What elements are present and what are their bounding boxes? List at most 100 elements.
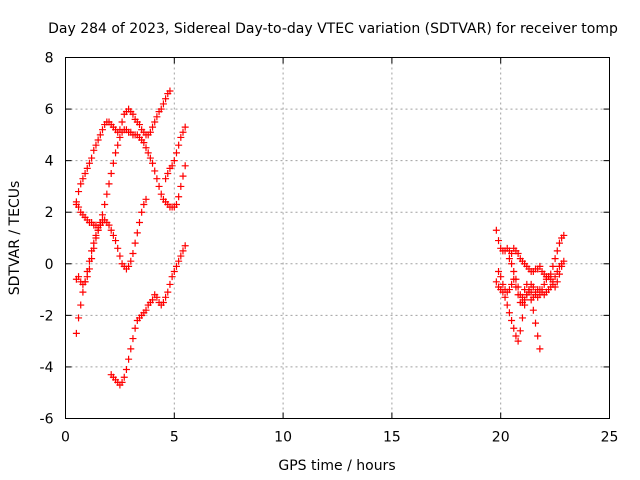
x-axis-label: GPS time / hours (278, 458, 395, 474)
data-point (107, 170, 115, 178)
data-point (175, 141, 183, 149)
data-point (118, 118, 126, 126)
data-point (521, 296, 529, 304)
y-tick-label: 6 (45, 102, 54, 118)
data-point (536, 262, 544, 270)
data-point (107, 226, 115, 234)
data-point (83, 164, 91, 172)
series-trace-d (72, 216, 106, 337)
data-point (172, 262, 180, 270)
data-point (532, 288, 540, 296)
data-point (512, 275, 520, 283)
data-point (181, 123, 189, 131)
data-point (162, 175, 170, 183)
data-point (157, 105, 165, 113)
x-tick-label: 25 (601, 430, 619, 446)
series-trace-a (72, 87, 174, 208)
grid-lines (65, 57, 610, 419)
data-point (131, 239, 139, 247)
x-tick-label: 15 (383, 430, 401, 446)
data-point (159, 298, 167, 306)
data-point (151, 118, 159, 126)
data-point (140, 200, 148, 208)
data-point (172, 149, 180, 157)
data-point (514, 337, 522, 345)
data-point (114, 244, 122, 252)
data-point (135, 121, 143, 129)
data-point (512, 332, 520, 340)
data-point (551, 273, 559, 281)
data-point (514, 249, 522, 257)
data-point (170, 157, 178, 165)
y-tick-label: -4 (40, 360, 54, 376)
data-point (164, 288, 172, 296)
data-point (181, 162, 189, 170)
y-axis-label: SDTVAR / TECUs (7, 181, 23, 296)
plot-frame (65, 57, 610, 419)
data-point (177, 252, 185, 260)
series-trace-c (72, 126, 189, 288)
data-point (164, 170, 172, 178)
data-point (94, 226, 102, 234)
data-point (162, 95, 170, 103)
data-point (133, 229, 141, 237)
data-point (116, 133, 124, 141)
data-point (162, 293, 170, 301)
data-point (109, 231, 117, 239)
data-point (75, 314, 83, 322)
data-point (75, 188, 83, 196)
x-tick-label: 5 (170, 430, 179, 446)
axis-ticks (65, 57, 610, 419)
series-trace-i (495, 268, 544, 353)
data-point (179, 128, 187, 136)
data-point (549, 262, 557, 270)
data-point (508, 249, 516, 257)
data-point (142, 306, 150, 314)
data-point (125, 355, 133, 363)
data-point (508, 260, 516, 268)
data-point (175, 193, 183, 201)
data-point (149, 159, 157, 167)
data-points (72, 87, 568, 389)
data-point (166, 280, 174, 288)
data-point (547, 275, 555, 283)
data-point (75, 203, 83, 211)
data-point (168, 273, 176, 281)
data-point (131, 324, 139, 332)
data-point (112, 237, 120, 245)
data-point (170, 268, 178, 276)
data-point (81, 278, 89, 286)
data-point (79, 175, 87, 183)
data-point (146, 154, 154, 162)
data-point (168, 162, 176, 170)
data-point (525, 286, 533, 294)
data-point (114, 141, 122, 149)
data-point (149, 123, 157, 131)
data-point (516, 327, 524, 335)
data-point (75, 273, 83, 281)
data-point (536, 291, 544, 299)
data-point (540, 280, 548, 288)
data-point (94, 136, 102, 144)
data-point (153, 113, 161, 121)
data-point (177, 133, 185, 141)
data-point (88, 247, 96, 255)
data-point (120, 373, 128, 381)
data-point (503, 301, 511, 309)
data-point (90, 146, 98, 154)
chart-title: Day 284 of 2023, Sidereal Day-to-day VTE… (48, 21, 618, 37)
data-point (72, 198, 80, 206)
y-tick-label: 2 (45, 205, 54, 221)
data-point (81, 170, 89, 178)
data-point (127, 345, 135, 353)
data-point (510, 324, 518, 332)
data-point (534, 332, 542, 340)
data-point (149, 296, 157, 304)
y-tick-label: 4 (45, 154, 54, 170)
data-point (527, 296, 535, 304)
x-tick-label: 0 (61, 430, 70, 446)
data-point (79, 288, 87, 296)
data-point (555, 270, 563, 278)
data-point (129, 249, 137, 257)
data-point (129, 110, 137, 118)
